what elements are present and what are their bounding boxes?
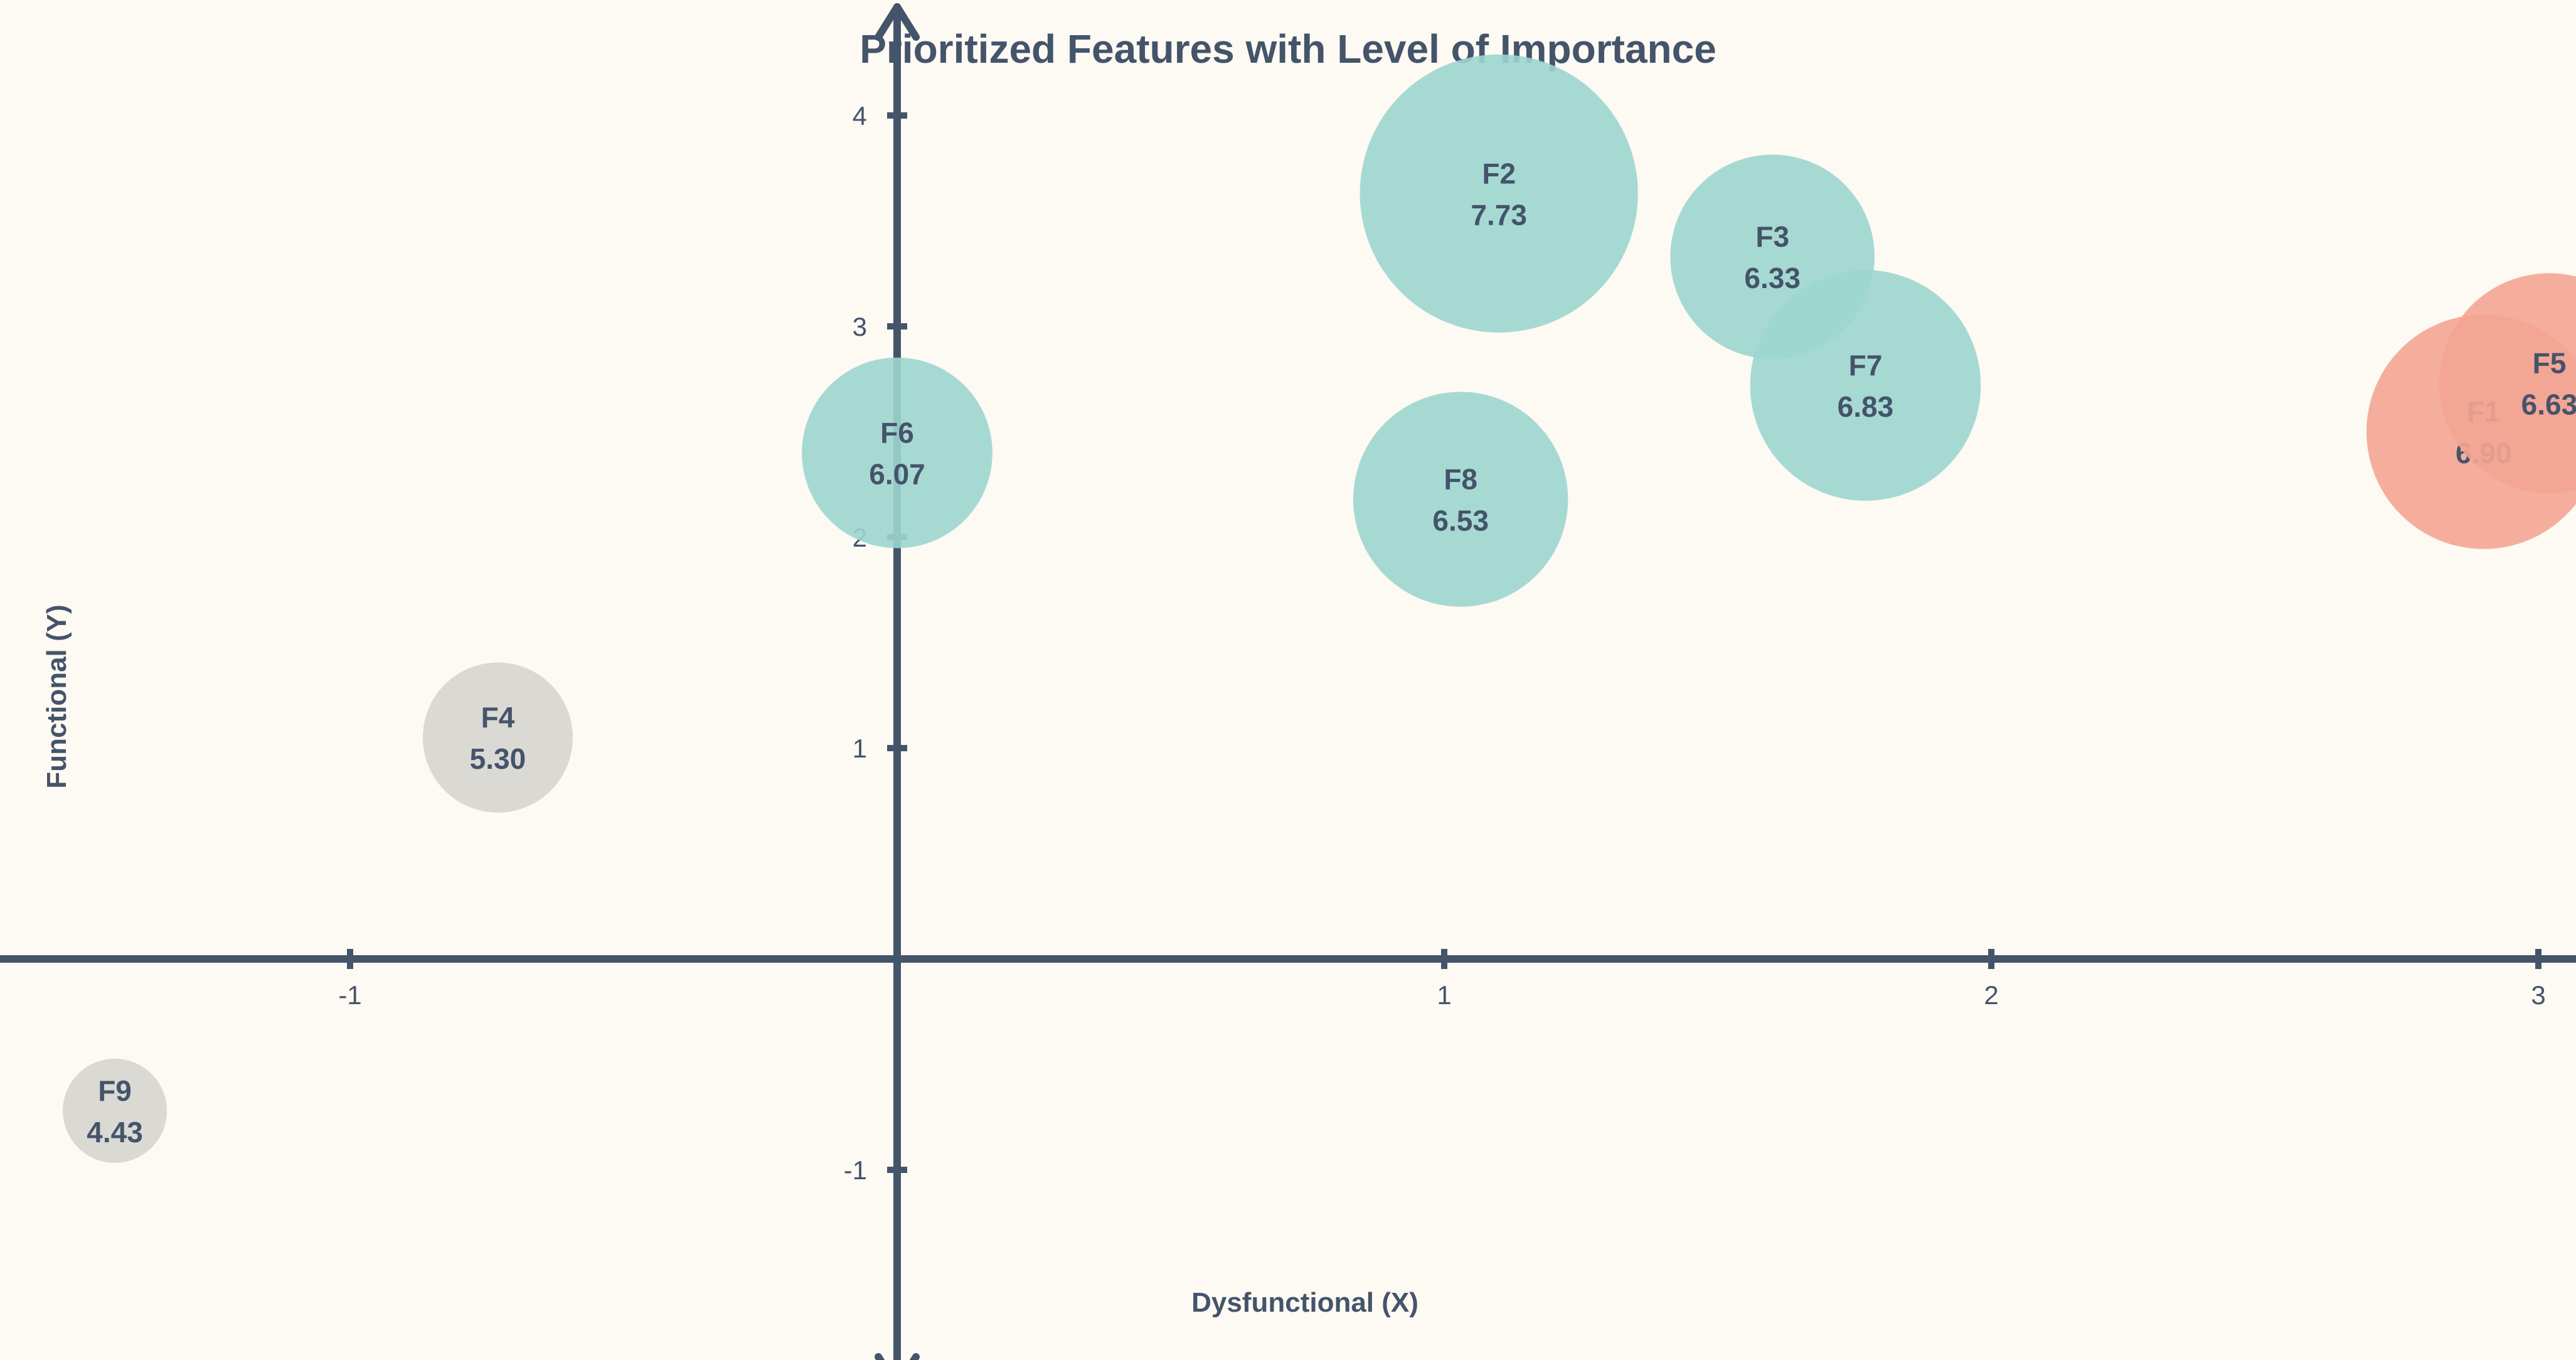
y-axis-label: Functional (Y) — [41, 604, 72, 788]
y-tick-label: 3 — [853, 312, 867, 341]
bubble-circle — [1360, 54, 1638, 333]
bubble-name-label: F6 — [880, 417, 914, 449]
bubble-value-label: 6.83 — [1838, 390, 1894, 423]
bubble-value-label: 6.07 — [869, 458, 925, 491]
bubbles: F16.90F27.73F36.33F45.30F56.63F66.07F76.… — [63, 54, 2576, 1163]
x-axis-label: Dysfunctional (X) — [1191, 1287, 1418, 1318]
bubble-name-label: F9 — [98, 1074, 132, 1107]
bubble-value-label: 6.63 — [2521, 388, 2576, 421]
bubble-circle — [1750, 270, 1981, 501]
bubble-value-label: 6.53 — [1432, 505, 1489, 537]
bubble-circle — [802, 357, 993, 549]
bubble-name-label: F4 — [481, 701, 515, 734]
bubble-circle — [422, 662, 573, 813]
bubble-f9: F9 4.43 — [63, 1058, 168, 1163]
y-tick-label: 1 — [853, 734, 867, 763]
bubble-circle — [63, 1058, 168, 1163]
y-tick-label: -1 — [844, 1155, 867, 1185]
bubble-value-label: 5.30 — [470, 742, 526, 775]
chart-title: Prioritized Features with Level of Impor… — [860, 26, 1716, 72]
bubble-name-label: F8 — [1444, 463, 1477, 496]
y-axis-arrow-up — [875, 3, 920, 41]
bubble-circle — [1353, 392, 1568, 607]
bubble-f6: F6 6.07 — [802, 357, 993, 549]
bubble-f8: F8 6.53 — [1353, 392, 1568, 607]
bubble-name-label: F2 — [1482, 157, 1516, 190]
bubble-value-label: 6.33 — [1744, 262, 1801, 294]
bubble-f7: F7 6.83 — [1750, 270, 1981, 501]
x-tick-label: -1 — [338, 980, 361, 1010]
bubble-value-label: 7.73 — [1471, 198, 1527, 231]
bubble-f2: F2 7.73 — [1360, 54, 1638, 333]
bubble-name-label: F3 — [1755, 220, 1789, 253]
x-tick-label: 3 — [2531, 980, 2545, 1010]
bubble-value-label: 4.43 — [87, 1116, 143, 1149]
bubble-f5: F5 6.63 — [2439, 273, 2576, 494]
bubble-circle — [2439, 273, 2576, 494]
bubble-name-label: F7 — [1849, 349, 1883, 382]
x-tick-label: 2 — [1984, 980, 1998, 1010]
y-tick-label: 4 — [853, 101, 867, 131]
x-tick-label: 1 — [1437, 980, 1451, 1010]
bubble-f4: F4 5.30 — [422, 662, 573, 813]
bubble-name-label: F5 — [2533, 347, 2567, 380]
